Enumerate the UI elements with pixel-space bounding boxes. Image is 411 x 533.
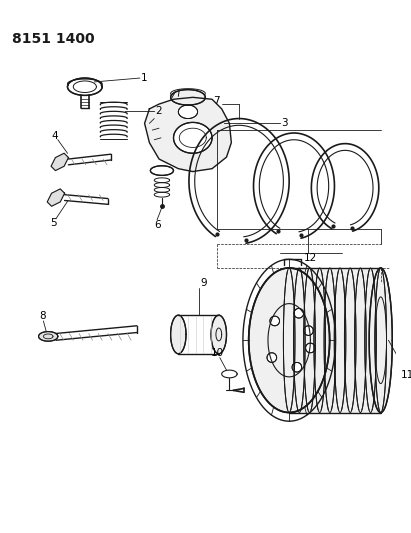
Polygon shape <box>270 316 279 326</box>
Polygon shape <box>211 315 226 354</box>
Polygon shape <box>267 353 277 362</box>
Polygon shape <box>178 105 198 118</box>
Text: 11: 11 <box>401 370 411 380</box>
Text: 4: 4 <box>52 131 58 141</box>
Polygon shape <box>47 189 65 206</box>
Polygon shape <box>292 362 302 372</box>
Polygon shape <box>305 343 315 353</box>
Polygon shape <box>369 268 393 413</box>
Polygon shape <box>51 154 69 171</box>
Polygon shape <box>249 268 330 413</box>
Text: 9: 9 <box>200 278 207 288</box>
Polygon shape <box>173 123 212 154</box>
Polygon shape <box>289 268 381 413</box>
Text: 8151 1400: 8151 1400 <box>12 32 94 46</box>
Text: 5: 5 <box>50 217 56 228</box>
Polygon shape <box>171 315 186 354</box>
Polygon shape <box>67 78 102 95</box>
Text: 6: 6 <box>154 220 160 230</box>
Text: 10: 10 <box>210 348 224 358</box>
Polygon shape <box>150 166 173 175</box>
Polygon shape <box>145 98 231 172</box>
Text: 2: 2 <box>156 106 162 116</box>
Polygon shape <box>294 309 304 318</box>
Text: 7: 7 <box>214 96 220 106</box>
Polygon shape <box>39 332 58 341</box>
Text: 3: 3 <box>281 118 288 128</box>
Text: 12: 12 <box>304 253 317 263</box>
Polygon shape <box>171 90 206 105</box>
Text: 8: 8 <box>39 311 46 321</box>
Polygon shape <box>304 326 313 335</box>
Text: 1: 1 <box>141 73 148 83</box>
